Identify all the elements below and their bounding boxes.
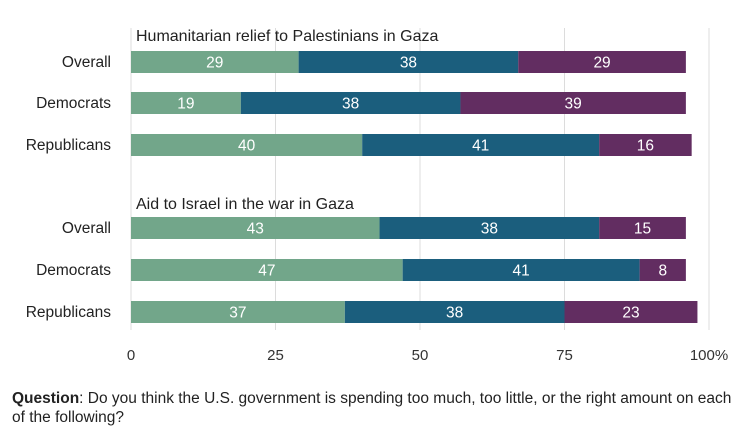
x-tick-label: 25 [267, 347, 284, 364]
data-label: 29 [206, 55, 223, 72]
bar-segment [379, 217, 600, 239]
category-label: Democrats [36, 95, 111, 112]
bar-segment [131, 217, 380, 239]
bar-segment [460, 92, 686, 114]
data-label: 47 [258, 263, 275, 280]
bar-segment [131, 301, 345, 323]
category-label: Republicans [26, 137, 112, 154]
data-label: 38 [481, 221, 498, 238]
bar-segment [344, 301, 565, 323]
x-tick-label: 50 [412, 347, 429, 364]
bar-segment [298, 51, 519, 73]
data-label: 41 [472, 138, 489, 155]
bar-segment [599, 134, 692, 156]
x-tick-label: 100% [690, 347, 728, 364]
bar-segment [564, 301, 698, 323]
bar-segment [131, 134, 363, 156]
data-label: 38 [342, 96, 359, 113]
data-label: 19 [177, 96, 194, 113]
bar-segment [402, 259, 640, 281]
data-label: 40 [238, 138, 256, 155]
bar-segment [131, 51, 299, 73]
data-label: 38 [400, 55, 417, 72]
category-label: Democrats [36, 262, 111, 279]
data-label: 41 [513, 263, 530, 280]
data-label: 23 [622, 305, 639, 322]
x-tick-label: 75 [556, 347, 573, 364]
data-label: 8 [658, 263, 667, 280]
data-label: 38 [446, 305, 463, 322]
bar-segment [131, 259, 403, 281]
category-label: Overall [62, 54, 111, 71]
data-label: 29 [593, 55, 610, 72]
data-label: 43 [247, 221, 264, 238]
question-note: Question: Do you think the U.S. governme… [12, 389, 737, 427]
bar-segment [362, 134, 600, 156]
group-title: Humanitarian relief to Palestinians in G… [136, 28, 438, 45]
data-label: 37 [229, 305, 246, 322]
category-label: Republicans [26, 304, 112, 321]
category-label: Overall [62, 220, 111, 237]
question-label: Question [12, 390, 80, 407]
bar-segment [131, 92, 241, 114]
data-label: 16 [637, 138, 654, 155]
data-label: 39 [565, 96, 582, 113]
data-label: 15 [634, 221, 651, 238]
group-title: Aid to Israel in the war in Gaza [136, 196, 354, 213]
bar-segment [240, 92, 461, 114]
bar-segment [518, 51, 686, 73]
x-tick-label: 0 [127, 347, 135, 364]
bar-segment [599, 217, 686, 239]
stacked-bar-chart: 0 25 50 75 100% Humanitarian relief to Palest… [26, 28, 728, 364]
bar-segment [639, 259, 686, 281]
question-text: : Do you think the U.S. government is sp… [12, 390, 732, 426]
